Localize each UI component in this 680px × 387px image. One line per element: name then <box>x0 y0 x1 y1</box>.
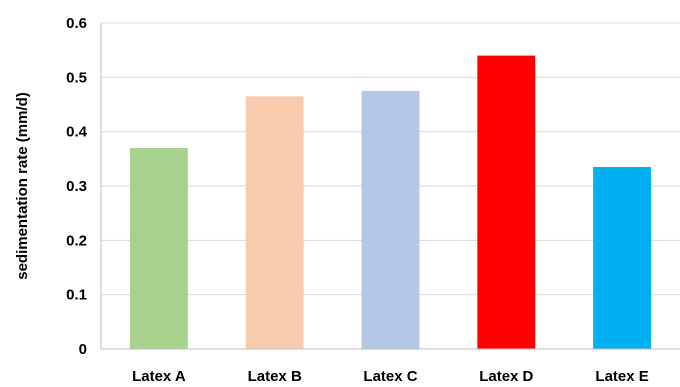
y-tick-label: 0.2 <box>66 232 87 249</box>
y-tick-label: 0.5 <box>66 69 87 86</box>
y-tick-labels: 0 0.1 0.2 0.3 0.4 0.5 0.6 <box>66 15 88 358</box>
x-category-labels: Latex A Latex B Latex C Latex D Latex E <box>132 368 649 385</box>
x-category-label: Latex A <box>132 368 186 385</box>
y-tick-label: 0.6 <box>66 15 87 32</box>
y-tick-label: 0 <box>79 341 87 358</box>
bar-latex-d <box>477 55 536 349</box>
y-tick-label: 0.3 <box>66 178 87 195</box>
bar-latex-b <box>245 96 304 349</box>
bar-latex-a <box>129 147 188 349</box>
x-category-label: Latex D <box>479 368 533 385</box>
bars <box>129 55 652 350</box>
bar-latex-c <box>361 90 420 350</box>
y-tick-label: 0.1 <box>66 287 87 304</box>
bar-latex-e <box>593 166 652 349</box>
y-tick-label: 0.4 <box>66 124 88 141</box>
x-category-label: Latex E <box>595 368 648 385</box>
x-category-label: Latex C <box>363 368 417 385</box>
x-category-label: Latex B <box>248 368 302 385</box>
y-axis-title: sedimentation rate (mm/d) <box>14 92 31 280</box>
